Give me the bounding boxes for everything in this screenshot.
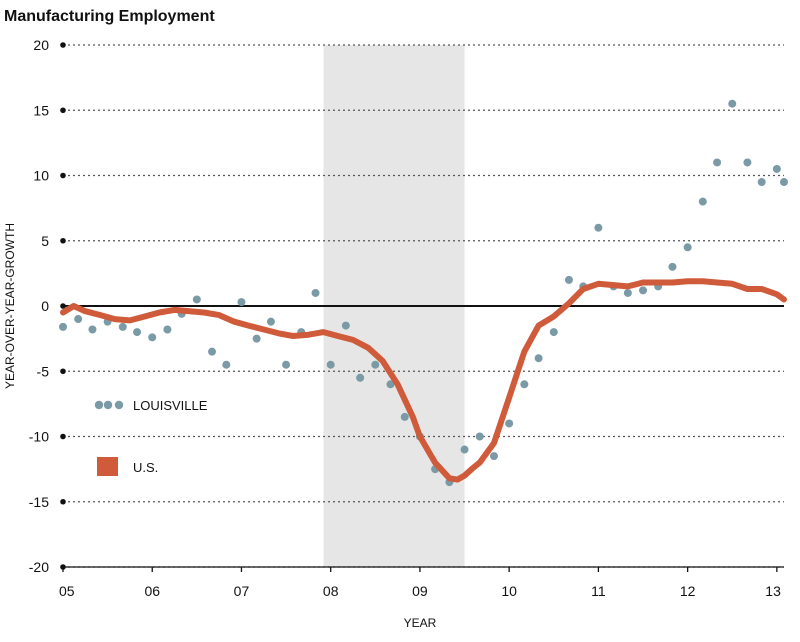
series-louisville [59, 99, 788, 487]
data-point-louisville [623, 288, 632, 297]
data-point-louisville [282, 360, 291, 369]
y-tick-label: -10 [29, 429, 49, 445]
data-point-louisville [88, 325, 97, 334]
x-tick-label: 11 [591, 583, 606, 599]
data-point-louisville [728, 99, 737, 108]
x-tick-label: 12 [680, 583, 696, 599]
y-tick-label: 15 [33, 102, 49, 118]
y-tick-label: -5 [37, 363, 50, 379]
series-layer [59, 99, 788, 487]
data-point-louisville [698, 197, 707, 206]
data-point-louisville [668, 262, 677, 271]
data-point-louisville [505, 419, 514, 428]
data-point-louisville [118, 322, 127, 331]
data-point-louisville [534, 354, 543, 363]
legend-label-us: U.S. [133, 460, 158, 475]
x-tick-label: 09 [412, 583, 428, 599]
data-point-louisville [371, 360, 380, 369]
data-point-louisville [564, 275, 573, 284]
legend-swatch-us [97, 457, 118, 476]
data-point-louisville [639, 286, 648, 295]
y-tick-label: 5 [41, 233, 49, 249]
legend-swatch-louisville-dot [114, 400, 124, 410]
data-point-louisville [222, 360, 231, 369]
data-point-louisville [74, 315, 83, 324]
y-tick-mark [60, 237, 66, 244]
legend: LOUISVILLE U.S. [94, 398, 208, 476]
data-point-louisville [772, 164, 781, 173]
data-point-louisville [208, 347, 217, 356]
y-tick-mark [60, 498, 66, 505]
data-point-louisville [713, 158, 722, 167]
data-point-louisville [133, 328, 142, 337]
data-point-louisville [594, 223, 603, 232]
x-tick-label: 05 [59, 583, 75, 599]
legend-swatch-louisville-dot [103, 400, 113, 410]
data-point-louisville [757, 178, 766, 187]
legend-item-louisville: LOUISVILLE [94, 398, 208, 413]
y-tick-mark [60, 433, 66, 440]
y-axis: 20 15 10 5 0 -5 -10 -15 -20 [29, 37, 66, 575]
y-tick-mark [60, 172, 66, 179]
data-point-louisville [326, 360, 335, 369]
y-tick-mark [60, 107, 66, 114]
data-point-louisville [252, 334, 261, 343]
data-point-louisville [148, 333, 157, 342]
data-point-louisville [163, 325, 172, 334]
data-point-louisville [489, 452, 498, 461]
x-tick-label: 10 [501, 583, 517, 599]
data-point-louisville [386, 380, 395, 389]
data-point-louisville [475, 432, 484, 441]
x-tick-label: 08 [323, 583, 339, 599]
legend-swatch-louisville-dot [94, 400, 104, 410]
data-point-louisville [780, 178, 788, 187]
y-tick-mark [60, 42, 66, 48]
data-point-louisville [743, 158, 752, 167]
y-tick-label: -20 [29, 559, 49, 575]
data-point-louisville [59, 322, 67, 331]
legend-label-louisville: LOUISVILLE [133, 398, 208, 413]
data-point-louisville [400, 412, 409, 421]
y-tick-mark [60, 368, 66, 375]
data-point-louisville [192, 295, 201, 304]
data-point-louisville [356, 373, 365, 382]
data-point-louisville [549, 328, 558, 337]
data-point-louisville [460, 445, 469, 454]
x-tick-label: 07 [234, 583, 250, 599]
legend-item-us: U.S. [97, 457, 158, 476]
y-tick-label: 0 [41, 298, 49, 314]
x-axis-title: YEAR [404, 616, 437, 630]
y-tick-label: 10 [33, 168, 49, 184]
y-tick-mark [60, 303, 66, 309]
data-point-louisville [311, 288, 320, 297]
y-tick-label: 20 [33, 37, 49, 53]
y-tick-label: -15 [29, 494, 49, 510]
y-axis-title: YEAR-OVER-YEAR-GROWTH [3, 223, 17, 389]
x-tick-label: 06 [144, 583, 160, 599]
chart-title: Manufacturing Employment [4, 8, 215, 25]
data-point-louisville [237, 298, 246, 307]
series-line-us [60, 278, 787, 483]
data-point-louisville [520, 380, 529, 389]
data-point-louisville [341, 321, 350, 330]
x-axis: 05 06 07 08 09 10 11 12 13 [59, 566, 784, 599]
x-tick-label: 13 [765, 583, 781, 599]
data-point-louisville [266, 317, 275, 326]
data-point-louisville [683, 243, 692, 252]
